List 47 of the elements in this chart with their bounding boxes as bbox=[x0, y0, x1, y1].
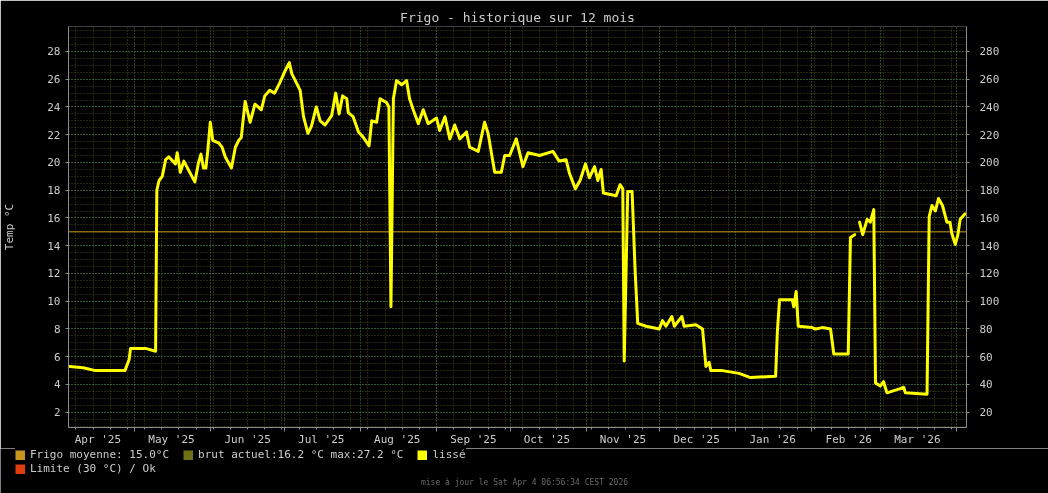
y2-tick-label: 260 bbox=[979, 73, 1000, 87]
y2-tick-label: 200 bbox=[979, 156, 1000, 170]
y-tick-label: 2 bbox=[53, 406, 61, 420]
y-tick-label: 20 bbox=[47, 156, 61, 170]
y-tick-label: 28 bbox=[47, 45, 61, 59]
x-tick-label: Nov '25 bbox=[599, 432, 647, 446]
y-tick-label: 4 bbox=[53, 378, 61, 392]
legend-label: Frigo moyenne: 15.0°C bbox=[30, 448, 170, 461]
x-tick-label: Mar '26 bbox=[894, 432, 941, 446]
legend-label: lissé bbox=[432, 448, 466, 461]
y-axis-title: Temp °C bbox=[3, 203, 17, 251]
chart-title: Frigo - historique sur 12 mois bbox=[400, 9, 635, 25]
y2-tick-label: 160 bbox=[979, 211, 1000, 225]
x-tick-label: Dec '25 bbox=[673, 432, 720, 446]
y2-tick-label: 20 bbox=[979, 406, 993, 420]
y-tick-label: 8 bbox=[53, 322, 61, 336]
x-tick-label: Jan '26 bbox=[749, 432, 796, 446]
y2-tick-label: 220 bbox=[979, 128, 1000, 142]
x-tick-label: Jun '25 bbox=[224, 432, 271, 446]
y-tick-label: 14 bbox=[47, 239, 61, 253]
x-tick-label: Apr '25 bbox=[74, 432, 122, 446]
x-tick-label: Feb '26 bbox=[825, 432, 872, 446]
y2-tick-label: 120 bbox=[979, 267, 1000, 281]
x-tick-label: Aug '25 bbox=[374, 432, 421, 446]
y-tick-label: 22 bbox=[47, 128, 61, 142]
y-tick-label: 6 bbox=[53, 350, 61, 364]
y-tick-label: 18 bbox=[47, 184, 61, 198]
y2-tick-label: 80 bbox=[979, 322, 993, 336]
x-tick-label: Oct '25 bbox=[523, 432, 571, 446]
legend-label: Limite (30 °C) / Ok bbox=[30, 462, 156, 475]
x-tick-label: Sep '25 bbox=[450, 432, 497, 446]
text: mise à jour le Sat Apr 4 06:56:34 CEST 2026 bbox=[420, 478, 629, 487]
y2-tick-label: 140 bbox=[979, 239, 1000, 253]
y-tick-label: 16 bbox=[47, 211, 61, 225]
y-tick-label: 26 bbox=[47, 73, 61, 87]
y2-tick-label: 280 bbox=[979, 45, 1000, 59]
y2-tick-label: 40 bbox=[979, 378, 993, 392]
y2-tick-label: 180 bbox=[979, 184, 1000, 198]
y2-tick-label: 60 bbox=[979, 350, 993, 364]
legend-label: brut actuel:16.2 °C max:27.2 °C bbox=[198, 448, 404, 461]
x-tick-label: May '25 bbox=[148, 432, 195, 446]
y2-tick-label: 100 bbox=[979, 295, 1000, 309]
y2-tick-label: 240 bbox=[979, 100, 1000, 114]
y-tick-label: 10 bbox=[47, 295, 61, 309]
y-tick-label: 24 bbox=[47, 100, 61, 114]
y-tick-label: 12 bbox=[47, 267, 61, 281]
x-tick-label: Jul '25 bbox=[298, 432, 345, 446]
